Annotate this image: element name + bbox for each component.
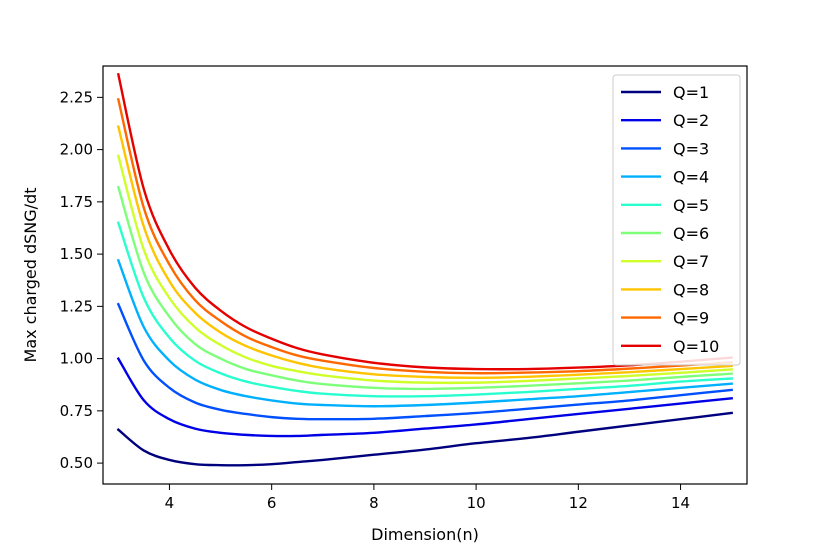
series-group (116, 72, 734, 467)
y-tick-label: 2.25 (60, 88, 93, 106)
legend-label: Q=8 (673, 280, 709, 299)
series-line-q-7 (116, 154, 733, 385)
y-tick-label: 0.75 (60, 402, 93, 420)
x-tick-label: 12 (569, 494, 588, 512)
x-tick-label: 4 (165, 494, 175, 512)
y-tick-label: 1.75 (60, 193, 93, 211)
x-tick-label: 6 (267, 494, 277, 512)
series-line-q-4 (116, 258, 733, 408)
y-tick-label: 1.50 (60, 245, 93, 263)
legend-label: Q=4 (673, 168, 709, 187)
legend-label: Q=6 (673, 224, 709, 243)
legend: Q=1 Q=2 Q=3 Q=4 Q=5 Q=6 Q=7 Q=8 Q=9 Q=10 (612, 74, 741, 366)
series-line-q-8 (116, 125, 733, 380)
y-tick-label: 1.00 (60, 350, 93, 368)
series-line-q-10 (116, 72, 733, 371)
legend-label: Q=9 (673, 309, 709, 328)
series-line-q-9 (116, 97, 733, 375)
x-tick-label: 14 (671, 494, 690, 512)
legend-label: Q=5 (673, 196, 709, 215)
legend-label: Q=7 (673, 252, 709, 271)
legend-label: Q=3 (673, 139, 709, 158)
x-tick-label: 10 (467, 494, 486, 512)
y-tick-label: 2.00 (60, 141, 93, 159)
series-line-q-1 (116, 411, 734, 467)
series-line-q-6 (116, 185, 733, 391)
legend-label: Q=10 (673, 337, 719, 356)
y-axis-label: Max charged dSNG/dt (21, 188, 40, 363)
plot-frame (102, 65, 748, 485)
legend-label: Q=1 (673, 83, 709, 102)
y-axis: 0.50 0.75 1.00 1.25 1.50 1.75 2.00 2.25 (60, 88, 103, 472)
series-line-q-5 (116, 221, 733, 398)
x-axis-label: Dimension(n) (371, 525, 479, 544)
series-line-q-2 (116, 356, 733, 438)
series-line-q-3 (116, 302, 733, 421)
x-axis: 4 6 8 10 12 14 (165, 484, 690, 512)
y-tick-label: 1.25 (60, 297, 93, 315)
x-tick-label: 8 (369, 494, 379, 512)
legend-label: Q=2 (673, 111, 709, 130)
y-tick-label: 0.50 (60, 454, 93, 472)
